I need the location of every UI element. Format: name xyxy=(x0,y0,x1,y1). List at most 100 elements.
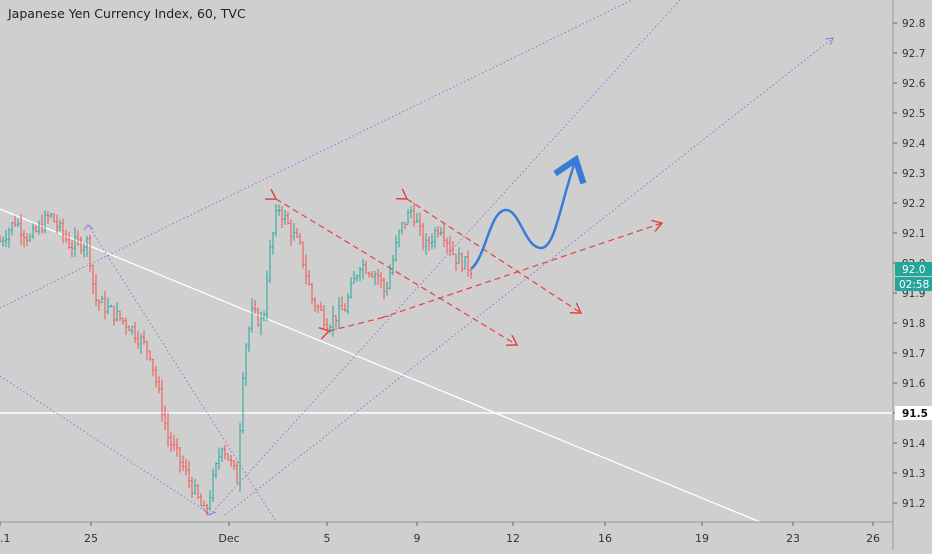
ohlc-bar xyxy=(274,204,278,237)
ohlc-bar xyxy=(337,296,341,329)
ohlc-bar xyxy=(301,241,305,269)
ohlc-bar xyxy=(283,210,287,225)
ohlc-bar xyxy=(196,483,200,500)
ohlc-bar xyxy=(103,291,107,320)
countdown-tag xyxy=(895,277,932,291)
ohlc-bar xyxy=(268,239,272,284)
price-tick-label: 91.6 xyxy=(902,378,926,390)
time-tick-label: 26 xyxy=(866,532,880,545)
ohlc-bar xyxy=(166,412,170,447)
ohlc-bar xyxy=(19,213,23,246)
ohlc-bar xyxy=(31,223,35,239)
ohlc-bar xyxy=(10,221,14,236)
ohlc-bar xyxy=(160,379,164,422)
chart-title: Japanese Yen Currency Index, 60, TVC xyxy=(8,6,246,21)
ohlc-bar xyxy=(22,230,26,248)
ohlc-bar xyxy=(235,461,239,484)
ohlc-bar xyxy=(91,264,95,294)
ohlc-bar xyxy=(223,445,227,460)
time-tick-label: 16 xyxy=(598,532,612,545)
price-tick-label: 92.1 xyxy=(902,228,925,240)
ohlc-bar xyxy=(241,372,245,434)
ohlc-bar xyxy=(220,447,224,463)
ohlc-bar xyxy=(388,263,392,290)
ohlc-bar xyxy=(259,311,263,336)
ohlc-bar xyxy=(397,229,401,248)
time-tick-label: Dec xyxy=(218,532,239,545)
price-tick-label: 91.4 xyxy=(902,438,926,450)
ohlc-bar xyxy=(448,235,452,257)
ohlc-bar xyxy=(133,321,137,343)
ohlc-bar xyxy=(37,220,41,235)
ohlc-bar xyxy=(376,268,380,285)
ohlc-bar xyxy=(463,256,467,270)
ohlc-bar xyxy=(415,212,419,224)
ohlc-bar xyxy=(403,222,407,230)
ohlc-bar xyxy=(124,317,128,336)
price-tick-label: 91.7 xyxy=(902,348,925,360)
ohlc-bar xyxy=(67,231,71,249)
ohlc-bar xyxy=(64,229,68,243)
price-tick-label: 92.8 xyxy=(902,18,925,30)
ohlc-bar xyxy=(286,211,290,225)
ohlc-bar xyxy=(148,350,152,362)
ohlc-bar xyxy=(445,237,449,254)
red-dashed-channel-line xyxy=(407,199,581,313)
ohlc-bar xyxy=(466,250,470,277)
purple-arrowhead xyxy=(202,507,217,516)
purple-dotted-trendline xyxy=(0,0,633,309)
price-tick-label: 91.8 xyxy=(902,318,925,330)
time-tick-label: 12 xyxy=(506,532,520,545)
ohlc-bar xyxy=(412,202,416,227)
ohlc-bar xyxy=(73,227,77,258)
ohlc-bar xyxy=(40,214,44,234)
ohlc-bar xyxy=(238,422,242,493)
ohlc-bar xyxy=(193,478,197,495)
ohlc-bar xyxy=(469,267,473,279)
ohlc-bar xyxy=(58,219,62,232)
ohlc-bar xyxy=(121,317,125,325)
ohlc-bar xyxy=(442,222,446,247)
ohlc-bar xyxy=(70,239,74,258)
price-tick-label: 91.3 xyxy=(902,468,925,480)
price-tick-label: 92.3 xyxy=(902,168,925,180)
ohlc-bar xyxy=(409,206,413,219)
time-tick-label: 19 xyxy=(695,532,709,545)
ohlc-bar xyxy=(97,299,101,311)
time-tick-label: 5 xyxy=(324,532,331,545)
ohlc-bar xyxy=(355,274,359,282)
ohlc-bar xyxy=(295,228,299,238)
ohlc-bar xyxy=(136,330,140,349)
ohlc-bar xyxy=(277,204,281,217)
ohlc-bar xyxy=(139,333,143,354)
time-tick-label: 23 xyxy=(786,532,800,545)
ohlc-bar xyxy=(457,247,461,264)
ohlc-bar xyxy=(151,358,155,377)
ohlc-bar xyxy=(370,270,374,278)
ohlc-bar xyxy=(202,500,206,507)
ohlc-bar xyxy=(232,459,236,471)
ohlc-bar xyxy=(154,365,158,388)
time-tick-label: 9 xyxy=(414,532,421,545)
current-price-label: 92.0 xyxy=(902,264,925,276)
blue-projection-path xyxy=(470,154,587,270)
ohlc-bar xyxy=(292,223,296,241)
ohlc-bar xyxy=(7,227,11,248)
ohlc-bar xyxy=(46,211,50,224)
ohlc-bar xyxy=(361,258,365,280)
ohlc-bar xyxy=(358,266,362,282)
ohlc-bar xyxy=(454,253,458,272)
ohlc-bar xyxy=(382,277,386,300)
level-tag xyxy=(895,406,932,420)
time-axis: .1 25 Dec 5 9 12 16 19 23 26 xyxy=(0,521,893,545)
time-tick-label: .1 xyxy=(0,532,11,545)
ohlc-bar xyxy=(250,298,254,333)
ohlc-bar xyxy=(424,233,428,256)
ohlc-bar xyxy=(349,277,353,299)
ohlc-bar xyxy=(430,233,434,249)
grid xyxy=(0,0,893,522)
ohlc-bar xyxy=(340,296,344,311)
ohlc-bar xyxy=(325,317,329,330)
ohlc-bar xyxy=(178,447,182,473)
